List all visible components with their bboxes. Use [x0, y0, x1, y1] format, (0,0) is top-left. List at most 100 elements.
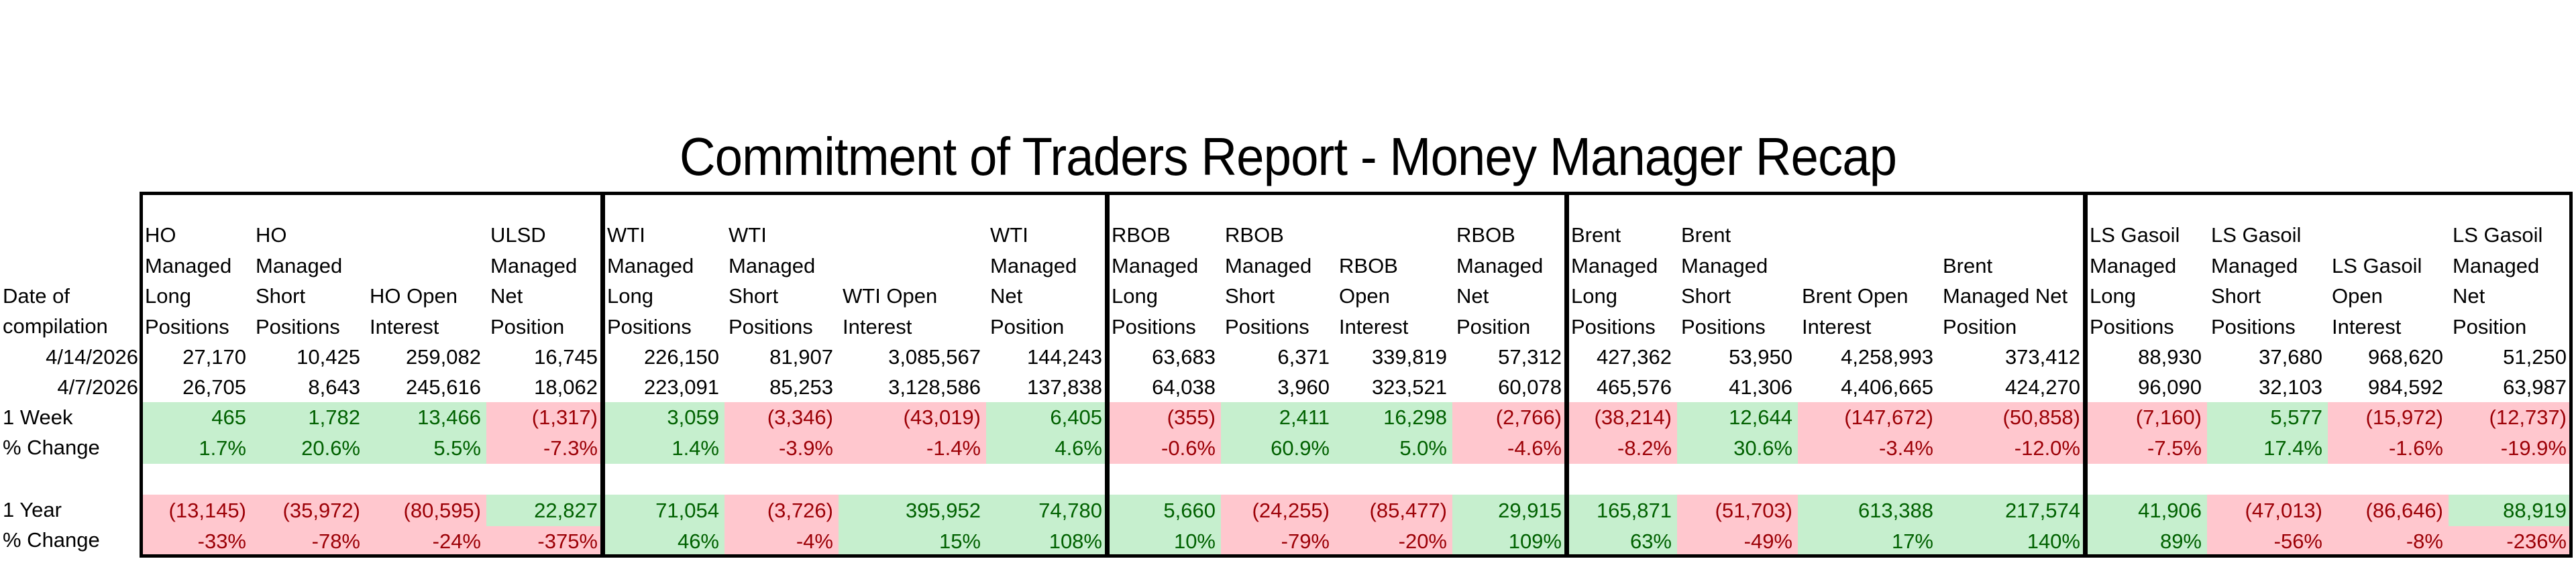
column-header: HO Open Interest [366, 192, 486, 342]
column-header-line: Position [490, 314, 565, 338]
column-header-line: Long [1571, 284, 1617, 308]
table-cell-week-pct: 17.4% [2207, 432, 2328, 464]
table-cell-current: 6,371 [1277, 345, 1330, 369]
column-header-line: Positions [729, 314, 813, 338]
column-header-line: Interest [2332, 314, 2402, 338]
column-header-line: Positions [256, 314, 340, 338]
table-cell-week: 6,405 [986, 402, 1108, 432]
table-cell-current: 88,930 [2138, 345, 2202, 369]
column-header-line: WTI [729, 223, 767, 247]
column-header-line: Managed [1571, 253, 1658, 277]
table-cell-prior: 4,406,665 [1841, 375, 1933, 399]
column-header-line: Position [990, 314, 1065, 338]
table-cell-prior: 26,705 [182, 375, 246, 399]
table-cell-week-pct: -1.4% [839, 432, 986, 464]
column-header: LS Gasoil Open Interest [2328, 192, 2449, 342]
table-cell-week-pct: 30.6% [1677, 432, 1798, 464]
report-title: Commitment of Traders Report - Money Man… [679, 127, 1897, 186]
table-cell-week: 12,644 [1677, 402, 1798, 432]
column-header-line: Positions [2090, 314, 2174, 338]
table-cell-week: 13,466 [366, 402, 486, 432]
column-header-line: Short [1681, 284, 1731, 308]
table-cell-year: (13,145) [141, 495, 252, 526]
table-cell-prior: 245,616 [405, 375, 481, 399]
table-cell-current: 37,680 [2259, 345, 2322, 369]
table-cell-year: 88,919 [2449, 495, 2572, 526]
table-cell-prior: 63,987 [2503, 375, 2567, 399]
column-header: WTI Managed Long Positions [603, 192, 724, 342]
table-cell-current: 16,745 [534, 345, 598, 369]
table-cell-current: 63,683 [1152, 345, 1216, 369]
column-header: RBOB Managed Net Position [1452, 192, 1567, 342]
table-cell-year: 22,827 [486, 495, 603, 526]
column-header: LS Gasoil Managed Short Positions [2207, 192, 2328, 342]
table-cell-prior: 60,078 [1498, 375, 1562, 399]
table-cell-week: (3,346) [724, 402, 839, 432]
table-cell-year-pct: 140% [1939, 526, 2086, 556]
table-cell-week-pct: 5.0% [1335, 432, 1452, 464]
column-header: RBOB Managed Long Positions [1108, 192, 1221, 342]
column-header-line: Long [2090, 284, 2136, 308]
table-cell-week-pct: -7.5% [2086, 432, 2207, 464]
table-cell-year-pct: -78% [252, 526, 366, 556]
column-header-line: Managed [2453, 253, 2540, 277]
header-label-line-1: Date of [3, 284, 70, 308]
column-header-line: Positions [145, 314, 229, 338]
table-cell-week: (1,317) [486, 402, 603, 432]
table-cell-prior: 32,103 [2259, 375, 2322, 399]
table-cell-year-pct: 46% [603, 526, 724, 556]
table-cell-year: 5,660 [1108, 495, 1221, 526]
table-cell-week: 16,298 [1335, 402, 1452, 432]
table-cell-week: (2,766) [1452, 402, 1567, 432]
table-cell-year-pct: -24% [366, 526, 486, 556]
table-cell-current: 259,082 [405, 345, 481, 369]
column-header: WTI Open Interest [839, 192, 986, 342]
table-cell-year-pct: 63% [1567, 526, 1677, 556]
table-cell-week-pct: 1.7% [141, 432, 252, 464]
table-cell-current: 3,085,567 [888, 345, 981, 369]
column-header: Brent Open Interest [1798, 192, 1939, 342]
table-cell-current: 81,907 [769, 345, 833, 369]
column-header-line: Positions [607, 314, 692, 338]
table-cell-week-pct: -3.4% [1798, 432, 1939, 464]
column-header-line: LS Gasoil [2211, 223, 2302, 247]
column-header-line: Positions [1225, 314, 1309, 338]
column-header-line: Positions [1681, 314, 1766, 338]
column-header-line: Net [1456, 284, 1489, 308]
column-header: HO Managed Short Positions [252, 192, 366, 342]
table-cell-year: 217,574 [1939, 495, 2086, 526]
table-cell-year: (47,013) [2207, 495, 2328, 526]
table-cell-week-pct: -4.6% [1452, 432, 1567, 464]
table-cell-current: 27,170 [182, 345, 246, 369]
column-header-line: Interest [1339, 314, 1409, 338]
table-cell-week-pct: 1.4% [603, 432, 724, 464]
column-header-line: Managed [1456, 253, 1544, 277]
table-cell-current: 968,620 [2367, 345, 2443, 369]
column-header-line: RBOB Open [1339, 253, 1398, 308]
column-header-line: RBOB [1456, 223, 1515, 247]
table-cell-week: 1,782 [252, 402, 366, 432]
table-cell-year-pct: -79% [1221, 526, 1335, 556]
column-header: Brent Managed Net Position [1939, 192, 2086, 342]
column-header: LS Gasoil Managed Net Position [2449, 192, 2572, 342]
table-cell-year: (85,477) [1335, 495, 1452, 526]
table-cell-year-pct: -49% [1677, 526, 1798, 556]
column-header-line: Brent [1681, 223, 1731, 247]
table-cell-current: 51,250 [2503, 345, 2567, 369]
column-header-line: Managed [990, 253, 1077, 277]
table-cell-week-pct: 60.9% [1221, 432, 1335, 464]
table-cell-prior: 223,091 [643, 375, 719, 399]
table-cell-prior: 323,521 [1371, 375, 1447, 399]
column-header-line: Managed [1112, 253, 1199, 277]
table-cell-year: 165,871 [1567, 495, 1677, 526]
column-header-line: Long [1112, 284, 1158, 308]
table-cell-year-pct: 109% [1452, 526, 1567, 556]
table-cell-week-pct: -7.3% [486, 432, 603, 464]
table-cell-year: 74,780 [986, 495, 1108, 526]
table-cell-current: 4,258,993 [1841, 345, 1933, 369]
column-header-line: Managed [2211, 253, 2298, 277]
table-cell-week-pct: 20.6% [252, 432, 366, 464]
week-pct-label: % Change [3, 436, 100, 459]
table-cell-week-pct: -8.2% [1567, 432, 1677, 464]
column-header: ULSD Managed Net Position [486, 192, 603, 342]
